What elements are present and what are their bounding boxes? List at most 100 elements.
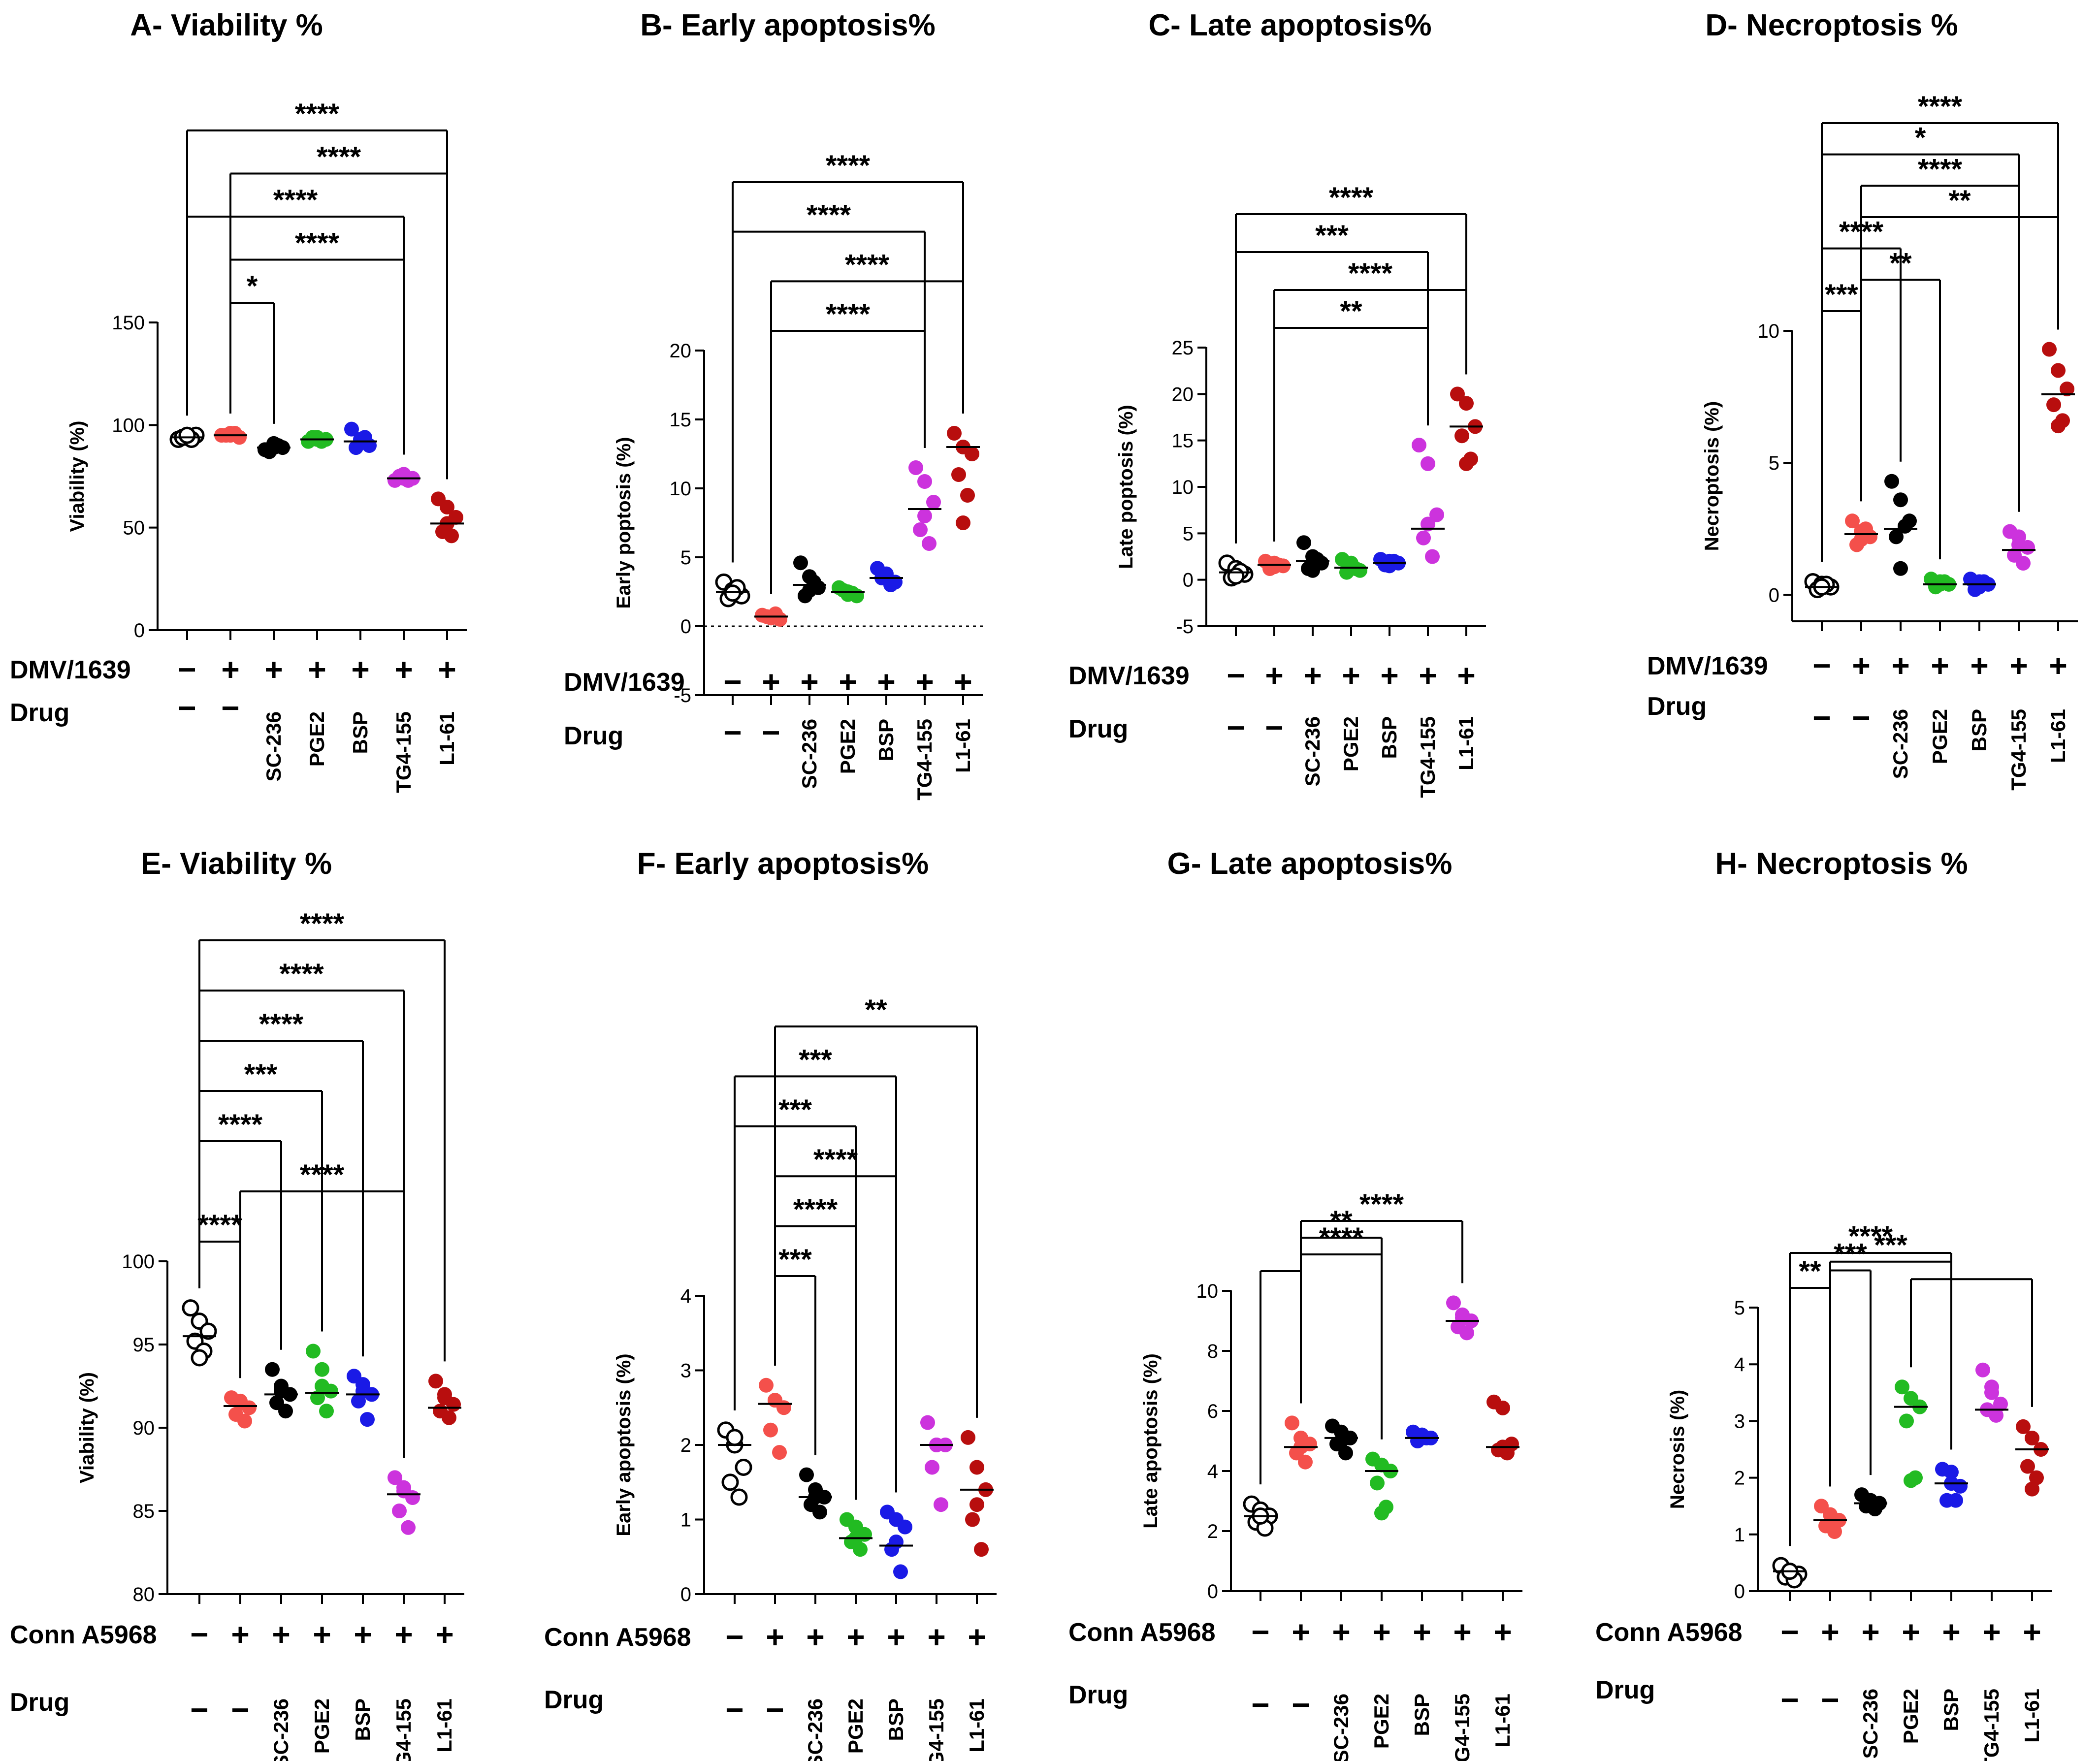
data-point — [1450, 386, 1465, 402]
data-point — [1953, 1478, 1968, 1494]
data-point — [759, 1377, 774, 1393]
treatment-mark: + — [1852, 648, 1870, 683]
data-point — [388, 1470, 402, 1485]
y-tick-label: 0 — [1769, 584, 1779, 606]
significance-label: **** — [1329, 182, 1374, 214]
y-axis-label: Viability (%) — [76, 1372, 98, 1483]
drug-name: PGE2 — [836, 719, 859, 774]
panel-B: B- Early apoptosis% -5 0 5 10 15 20 Early popto… — [564, 8, 983, 800]
data-point — [1893, 561, 1908, 576]
y-tick-label: 6 — [1207, 1401, 1218, 1422]
data-point — [913, 522, 928, 537]
y-tick-label: 4 — [1207, 1461, 1218, 1482]
treatment-label: DMV/1639 — [10, 656, 131, 684]
drug-label: Drug — [544, 1686, 604, 1714]
treatment-mark: + — [927, 1619, 945, 1655]
drug-name: SC-236 — [262, 711, 285, 781]
data-point — [965, 1512, 980, 1527]
data-point — [1370, 1475, 1385, 1491]
significance-bracket: *** — [198, 1058, 323, 1332]
data-point — [908, 460, 923, 475]
drug-name: TG4-155 — [1451, 1694, 1474, 1761]
treatment-label: DMV/1639 — [1647, 652, 1768, 680]
significance-label: * — [247, 270, 258, 302]
y-axis-label: Late poptosis (%) — [1115, 405, 1137, 569]
data-point — [2016, 556, 2031, 571]
data-point — [1296, 535, 1311, 550]
data-point — [1898, 518, 1912, 534]
data-point — [199, 1322, 217, 1340]
data-point — [355, 1383, 370, 1399]
drug-name: BSP — [1378, 716, 1401, 759]
data-point — [764, 610, 778, 626]
significance-bracket: **** — [229, 227, 405, 455]
significance-label: **** — [317, 141, 361, 173]
treatment-label: DMV/1639 — [1068, 662, 1190, 690]
treatment-mark: + — [1982, 1614, 2001, 1650]
drug-label: Drug — [564, 722, 623, 750]
data-point — [1455, 1310, 1470, 1325]
data-point — [1459, 456, 1474, 471]
data-point — [922, 536, 937, 551]
y-tick-label: 50 — [123, 517, 145, 539]
significance-bracket: *** — [774, 1244, 816, 1455]
drug-mark: − — [1852, 700, 1870, 736]
y-tick-label: 90 — [133, 1417, 155, 1439]
drug-name: PGE2 — [1370, 1694, 1393, 1749]
data-point — [2025, 1430, 2039, 1445]
data-point — [1975, 1362, 1990, 1377]
treatment-mark: + — [1931, 648, 1949, 683]
y-tick-label: 5 — [1183, 523, 1194, 544]
drug-label: Drug — [1068, 1681, 1128, 1709]
drug-name: BSP — [884, 1698, 907, 1741]
treatment-mark: + — [438, 652, 456, 687]
data-point — [934, 1497, 948, 1512]
significance-bracket: ** — [1273, 295, 1429, 542]
drug-name: TG4-155 — [1416, 716, 1439, 798]
significance-label: **** — [793, 1194, 838, 1226]
treatment-mark: + — [762, 664, 780, 700]
significance-label: **** — [807, 199, 851, 231]
treatment-mark: + — [1342, 658, 1360, 693]
data-point — [1845, 513, 1860, 529]
drug-name: TG4-155 — [925, 1698, 948, 1761]
treatment-mark: + — [1821, 1614, 1839, 1650]
drug-name: SC-236 — [269, 1698, 292, 1761]
drug-mark: − — [766, 1692, 784, 1728]
data-point — [1382, 558, 1397, 574]
data-point — [1334, 1434, 1349, 1448]
significance-label: **** — [1319, 1222, 1364, 1254]
data-point — [974, 1542, 989, 1557]
significance-bracket: * — [1821, 122, 2020, 562]
significance-label: **** — [1918, 153, 1963, 185]
treatment-mark: + — [954, 664, 972, 700]
treatment-mark: + — [968, 1619, 986, 1655]
drug-name: PGE2 — [1899, 1689, 1922, 1744]
treatment-mark: + — [1457, 658, 1475, 693]
y-tick-label: 2 — [1207, 1521, 1218, 1542]
drug-mark: − — [231, 1692, 249, 1728]
data-point — [1227, 567, 1245, 585]
significance-bracket: **** — [774, 1194, 857, 1500]
data-point — [763, 1422, 778, 1438]
data-point — [1989, 1408, 2003, 1423]
data-point — [853, 1542, 868, 1557]
data-point — [726, 1429, 743, 1446]
significance-bracket: ** — [1860, 185, 2059, 502]
data-point — [1984, 1385, 1999, 1400]
y-tick-label: 100 — [122, 1251, 155, 1273]
data-point — [1446, 1295, 1461, 1311]
data-point — [772, 1445, 787, 1460]
y-tick-label: 10 — [1172, 477, 1194, 498]
significance-bracket: **** — [198, 1109, 282, 1350]
drug-mark: − — [1251, 1687, 1269, 1723]
y-tick-label: -5 — [1176, 616, 1194, 638]
significance-label: *** — [778, 1094, 812, 1126]
y-tick-label: 5 — [1769, 452, 1779, 474]
data-point — [926, 495, 941, 510]
significance-bracket: **** — [197, 1209, 242, 1378]
data-point — [1495, 1400, 1510, 1415]
drug-mark: − — [762, 715, 780, 750]
